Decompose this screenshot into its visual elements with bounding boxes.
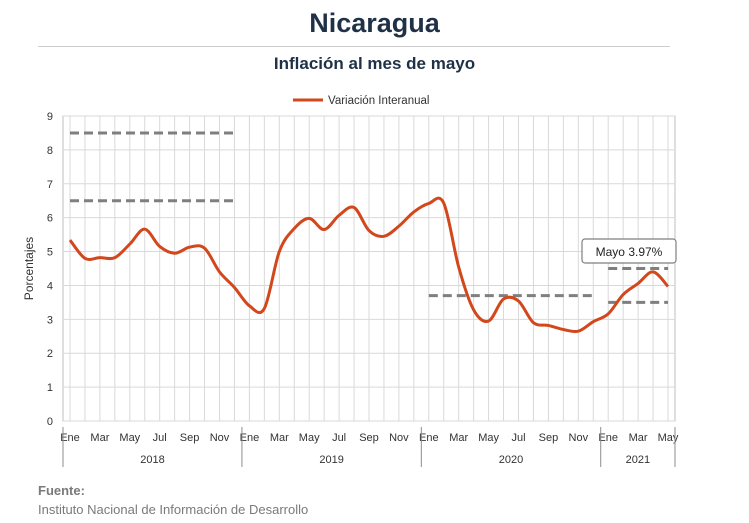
x-tick-label: May [658, 432, 679, 444]
y-tick-label: 2 [47, 348, 53, 360]
x-tick-label: Jul [511, 432, 525, 444]
y-tick-label: 4 [47, 280, 53, 292]
x-tick-label: Ene [60, 432, 80, 444]
annotation-text: Mayo 3.97% [596, 245, 663, 259]
source-text: Instituto Nacional de Información de Des… [38, 502, 309, 517]
year-label: 2020 [499, 454, 523, 466]
year-label: 2021 [626, 454, 650, 466]
x-tick-label: Jul [332, 432, 346, 444]
x-tick-label: May [119, 432, 140, 444]
annotation-box [581, 238, 677, 264]
y-tick-label: 1 [47, 382, 53, 394]
x-tick-label: Mar [449, 432, 468, 444]
y-tick-label: 8 [47, 145, 53, 157]
chart-subtitle: Inflación al mes de mayo [273, 54, 476, 73]
page-title: Nicaragua [309, 8, 440, 38]
x-tick-label: Mar [270, 432, 289, 444]
x-tick-label: Nov [210, 432, 230, 444]
x-tick-label: Ene [419, 432, 439, 444]
x-tick-label: May [478, 432, 499, 444]
year-label: 2019 [319, 454, 343, 466]
x-tick-label: Sep [359, 432, 379, 444]
x-tick-label: Ene [240, 432, 260, 444]
y-tick-label: 6 [47, 213, 53, 225]
legend-label: Variación Interanual [328, 95, 429, 107]
x-tick-label: Sep [539, 432, 559, 444]
y-tick-label: 7 [47, 179, 53, 191]
y-tick-label: 0 [47, 416, 53, 428]
x-tick-label: Sep [180, 432, 200, 444]
x-tick-label: Mar [90, 432, 109, 444]
series-line-variacion-interanual [68, 196, 670, 334]
x-tick-label: Jul [153, 432, 167, 444]
title-divider [38, 46, 670, 47]
y-tick-label: 5 [47, 247, 53, 259]
x-tick-label: May [299, 432, 320, 444]
y-tick-label: 9 [47, 111, 53, 123]
y-axis-label: Porcentajes [22, 237, 36, 300]
year-label: 2018 [140, 454, 164, 466]
source-label: Fuente: [38, 483, 85, 498]
x-tick-label: Ene [598, 432, 618, 444]
y-tick-label: 3 [47, 314, 53, 326]
x-tick-label: Nov [569, 432, 589, 444]
x-tick-label: Mar [629, 432, 648, 444]
x-tick-label: Nov [389, 432, 409, 444]
